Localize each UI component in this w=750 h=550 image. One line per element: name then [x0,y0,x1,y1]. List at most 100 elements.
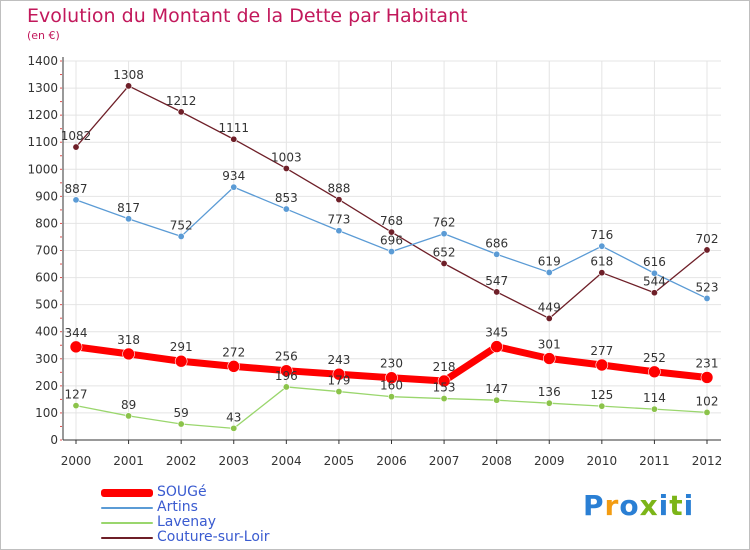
proxiti-logo: Proxiti [583,489,694,522]
data-label: 125 [590,388,613,402]
x-tick-label: 2002 [166,454,197,468]
chart-subtitle: (en €) [27,29,60,42]
data-point [72,143,80,151]
data-point [125,412,133,420]
data-label: 817 [117,201,140,215]
data-point [493,396,501,404]
data-point [542,352,556,365]
data-point [230,424,238,432]
logo-letter: o [619,489,640,522]
data-label: 89 [121,398,136,412]
data-label: 160 [380,379,403,393]
data-label: 887 [65,182,88,196]
logo-letter: r [604,489,620,522]
data-point [598,269,606,277]
data-label: 1111 [218,121,249,135]
data-label: 619 [538,254,561,268]
data-label: 272 [222,345,245,359]
data-label: 686 [485,236,508,250]
data-label: 230 [380,357,403,371]
x-tick-label: 2000 [61,454,92,468]
y-tick-label: 700 [35,244,58,258]
y-tick-label: 600 [35,271,58,285]
data-point [545,399,553,407]
logo-letter: x [639,489,659,522]
x-tick-label: 2001 [113,454,144,468]
data-label: 291 [170,340,193,354]
data-point [72,402,80,410]
legend-item: Artins [101,500,270,515]
legend-item: SOUGé [101,485,270,500]
data-label: 114 [643,391,666,405]
data-label: 179 [327,374,350,388]
y-tick-label: 800 [35,216,58,230]
data-point [385,371,398,385]
x-tick-label: 2004 [271,454,302,468]
data-point [493,288,501,296]
data-label: 147 [485,382,508,396]
data-point [703,408,711,416]
legend-swatch [101,488,153,497]
data-label: 773 [327,213,350,227]
data-label: 318 [117,333,140,347]
y-tick-label: 400 [35,325,58,339]
logo-letter: P [583,489,605,522]
data-point [174,354,188,368]
data-point [335,388,343,396]
y-tick-label: 1100 [27,135,58,149]
data-label: 196 [275,369,298,383]
data-label: 696 [380,234,403,248]
data-point [703,294,711,302]
data-point [545,268,553,276]
y-tick-label: 100 [35,406,58,420]
data-point [282,164,290,172]
y-tick-label: 1000 [27,162,58,176]
data-point [595,358,609,372]
data-point [703,246,711,254]
legend-swatch [101,506,153,509]
x-tick-label: 2012 [692,454,723,468]
data-point [282,383,290,391]
data-point [437,374,451,388]
legend-label: Lavenay [157,514,217,530]
legend-swatch [101,536,153,539]
data-label: 102 [696,394,719,408]
data-label: 153 [433,381,456,395]
logo-letter: t [669,489,684,522]
data-point [440,259,448,267]
data-label: 59 [174,406,189,420]
legend-label: Artins [157,499,198,515]
data-point [177,108,185,116]
data-label: 345 [485,326,508,340]
logo-letter: i [683,489,695,522]
y-tick-label: 1400 [27,54,58,68]
data-label: 888 [327,182,350,196]
data-point [490,340,503,353]
data-point [335,196,343,204]
chart-legend: SOUGé Artins Lavenay Couture-sur-Loir [101,485,270,545]
y-tick-label: 200 [35,379,58,393]
data-point [177,420,185,428]
data-point [230,183,238,191]
y-tick-label: 1200 [27,108,58,122]
data-label: 252 [643,351,666,365]
data-point [69,340,83,354]
data-point [650,405,658,413]
x-tick-label: 2007 [429,454,460,468]
x-tick-label: 2005 [324,454,355,468]
data-label: 752 [170,218,193,232]
data-label: 136 [538,385,561,399]
data-point [227,360,241,373]
data-label: 934 [222,169,245,183]
legend-swatch [101,521,153,524]
data-label: 243 [327,353,350,367]
data-label: 652 [433,245,456,259]
legend-label: Couture-sur-Loir [157,529,270,545]
y-tick-label: 900 [35,189,58,203]
legend-item: Couture-sur-Loir [101,530,270,545]
data-label: 702 [696,232,719,246]
data-point [332,367,346,381]
data-label: 127 [65,388,88,402]
y-tick-label: 300 [35,352,58,366]
data-label: 1212 [166,94,197,108]
